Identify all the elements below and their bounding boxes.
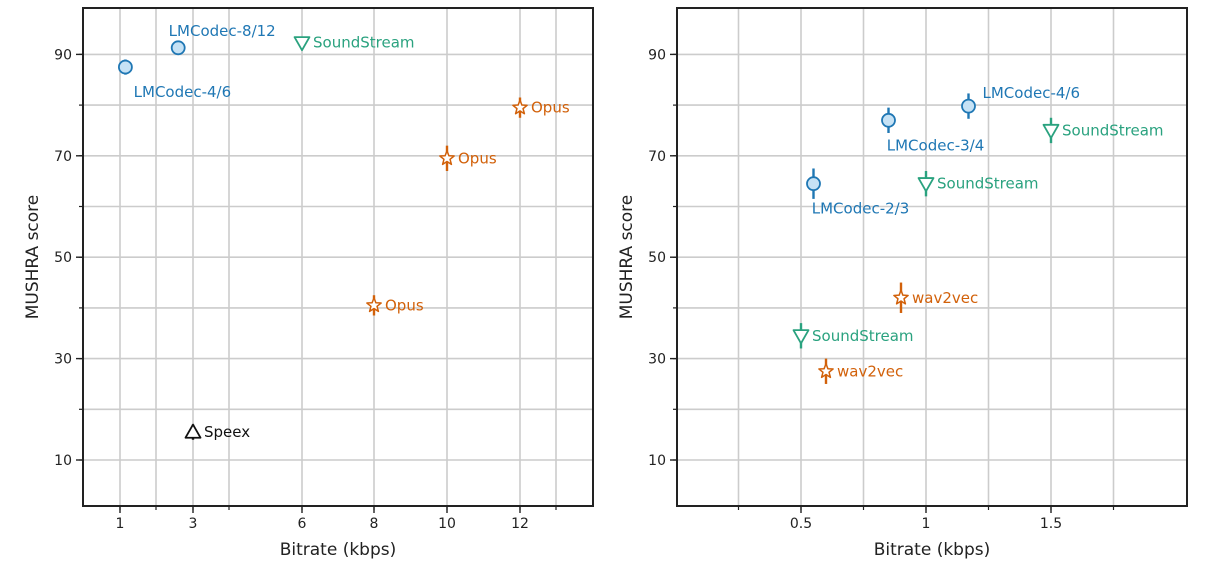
point-lmcodec-1-marker bbox=[118, 59, 133, 75]
y-tick-label: 30 bbox=[54, 352, 72, 368]
point-lmcodec-3-label: LMCodec-2/3 bbox=[812, 200, 910, 218]
x-tick-label: 0.5 bbox=[790, 516, 812, 532]
point-wav2vec-7: wav2vec bbox=[893, 282, 978, 313]
y-axis-label: MUSHRA score bbox=[617, 195, 637, 320]
point-lmcodec-1-label: LMCodec-4/6 bbox=[983, 84, 1081, 102]
point-lmcodec-3: LMCodec-2/3 bbox=[806, 168, 910, 218]
point-soundstream-3-marker bbox=[293, 36, 311, 52]
x-axis-label: Bitrate (kbps) bbox=[874, 540, 991, 560]
y-axis-label: MUSHRA score bbox=[23, 195, 43, 320]
point-soundstream-6-label: SoundStream bbox=[812, 327, 914, 345]
point-wav2vec-7-label: wav2vec bbox=[912, 289, 978, 307]
point-speex-7-label: Speex bbox=[204, 423, 250, 441]
x-tick-label: 10 bbox=[438, 516, 456, 532]
point-opus-6-marker bbox=[366, 297, 382, 313]
point-soundstream-5-label: SoundStream bbox=[937, 175, 1039, 193]
point-opus-6-label: Opus bbox=[385, 296, 424, 314]
point-soundstream-4-label: SoundStream bbox=[1062, 121, 1164, 139]
x-tick-label: 12 bbox=[511, 516, 529, 532]
y-tick-label: 10 bbox=[54, 453, 72, 469]
y-tick-label: 10 bbox=[648, 453, 666, 469]
point-speex-7: Speex bbox=[184, 423, 250, 441]
y-tick-label: 70 bbox=[54, 149, 72, 165]
point-wav2vec-8-marker bbox=[818, 363, 834, 379]
x-axis-label: Bitrate (kbps) bbox=[280, 540, 397, 560]
point-lmcodec-2: LMCodec-3/4 bbox=[881, 107, 985, 154]
point-wav2vec-8-label: wav2vec bbox=[837, 362, 903, 380]
point-wav2vec-8: wav2vec bbox=[818, 358, 903, 384]
point-soundstream-4-marker bbox=[1042, 123, 1060, 139]
point-opus-6: Opus bbox=[366, 295, 424, 316]
y-tick-label: 30 bbox=[648, 352, 666, 368]
x-tick-label: 1.5 bbox=[1040, 516, 1062, 532]
point-lmcodec-1: LMCodec-4/6 bbox=[961, 84, 1081, 119]
y-tick-label: 70 bbox=[648, 149, 666, 165]
point-lmcodec-1-label: LMCodec-4/6 bbox=[134, 83, 232, 101]
point-soundstream-3-label: SoundStream bbox=[313, 34, 415, 52]
point-lmcodec-2-label: LMCodec-8/12 bbox=[169, 22, 276, 40]
y-tick-label: 90 bbox=[54, 47, 72, 63]
point-soundstream-4: SoundStream bbox=[1042, 117, 1164, 144]
chart-panel-2: 0.5 1 1.5 10 30 50 70 90 Bitrate (kbps) MUSHRA sc… bbox=[617, 7, 1188, 560]
point-soundstream-5-marker bbox=[917, 177, 935, 193]
point-soundstream-6-marker bbox=[792, 329, 810, 345]
y-tick-label: 50 bbox=[648, 250, 666, 266]
x-tick-label: 1 bbox=[922, 516, 931, 532]
point-lmcodec-2: LMCodec-8/12 bbox=[169, 22, 276, 56]
point-opus-4: Opus bbox=[512, 97, 570, 118]
chart-panel-1: 1 3 6 8 10 12 10 30 50 70 90 Bitrate (kbps) MUSHRA s… bbox=[23, 7, 594, 560]
point-speex-7-marker bbox=[184, 423, 202, 439]
x-tick-label: 1 bbox=[116, 516, 125, 532]
point-opus-4-marker bbox=[512, 99, 528, 115]
x-tick-label: 3 bbox=[189, 516, 198, 532]
point-soundstream-5: SoundStream bbox=[917, 171, 1039, 197]
x-tick-label: 8 bbox=[370, 516, 379, 532]
point-lmcodec-1: LMCodec-4/6 bbox=[118, 59, 232, 101]
x-tick-label: 6 bbox=[298, 516, 307, 532]
y-tick-label: 90 bbox=[648, 47, 666, 63]
point-opus-5: Opus bbox=[439, 145, 497, 172]
point-soundstream-3: SoundStream bbox=[293, 34, 415, 52]
point-opus-4-label: Opus bbox=[531, 99, 570, 117]
point-opus-5-marker bbox=[439, 150, 455, 166]
point-lmcodec-2-marker bbox=[170, 40, 186, 56]
point-soundstream-6: SoundStream bbox=[792, 323, 914, 349]
point-opus-5-label: Opus bbox=[458, 149, 497, 167]
point-wav2vec-7-marker bbox=[893, 289, 909, 305]
point-lmcodec-2-label: LMCodec-3/4 bbox=[887, 136, 985, 154]
point-lmcodec-2-marker bbox=[881, 112, 896, 128]
point-lmcodec-3-marker bbox=[806, 176, 821, 192]
point-lmcodec-1-marker bbox=[961, 98, 976, 114]
y-tick-label: 50 bbox=[54, 250, 72, 266]
